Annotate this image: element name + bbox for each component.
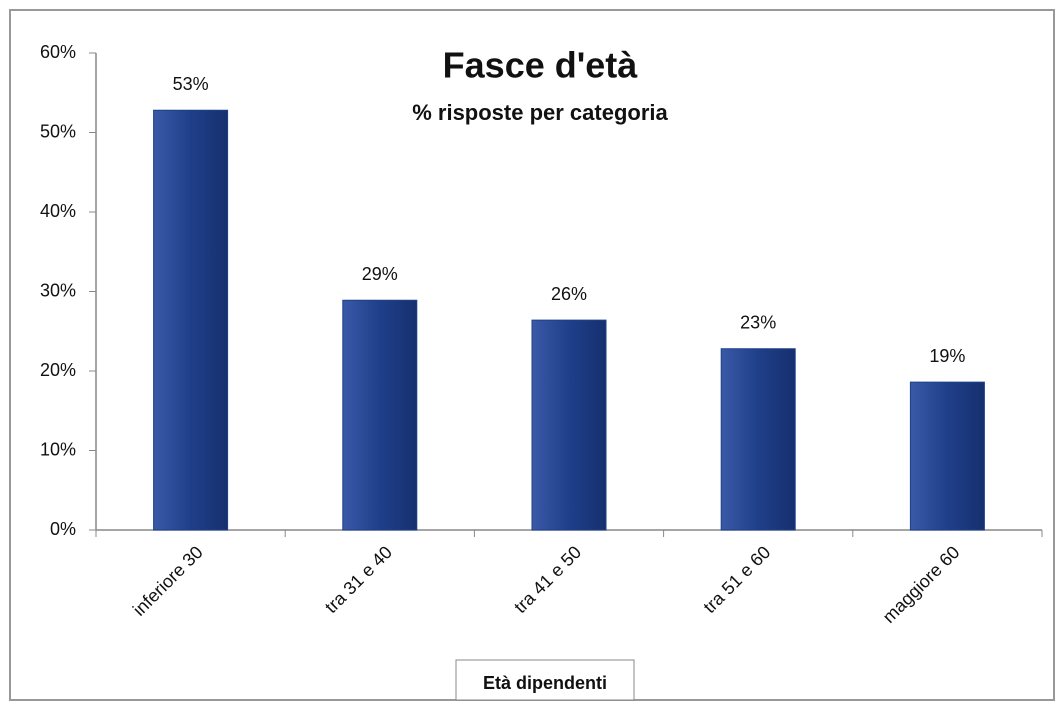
value-label: 23% [740,312,776,332]
y-tick-label: 0% [50,519,76,539]
bar [153,109,229,531]
y-tick-label: 30% [40,280,76,300]
x-axis-title: Età dipendenti [483,673,607,693]
y-tick-label: 50% [40,121,76,141]
y-tick-label: 60% [40,42,76,62]
bar [531,319,607,531]
value-label: 53% [173,74,209,94]
bar [720,348,796,531]
y-tick-label: 10% [40,439,76,459]
x-axis-title-box [455,659,635,701]
bar [342,299,418,531]
value-label: 26% [551,284,587,304]
chart-title: Fasce d'età [443,45,639,86]
y-tick-label: 20% [40,360,76,380]
y-tick-label: 40% [40,201,76,221]
bar [909,381,985,531]
chart-subtitle: % risposte per categoria [412,100,668,125]
value-label: 19% [929,346,965,366]
value-label: 29% [362,264,398,284]
